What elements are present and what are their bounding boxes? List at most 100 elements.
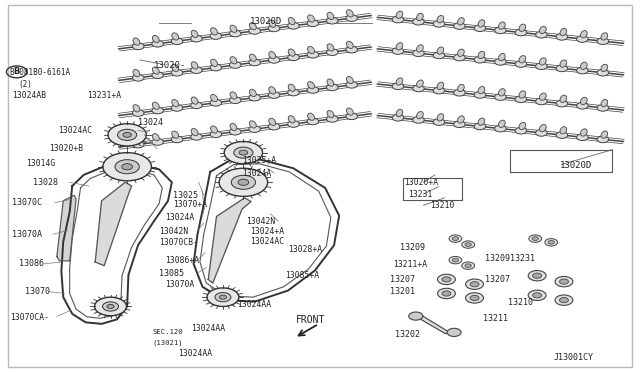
Circle shape bbox=[123, 132, 131, 137]
Ellipse shape bbox=[133, 105, 140, 112]
Ellipse shape bbox=[133, 70, 140, 77]
Circle shape bbox=[474, 123, 486, 130]
Ellipse shape bbox=[133, 38, 140, 45]
Circle shape bbox=[249, 28, 260, 34]
Circle shape bbox=[433, 87, 445, 94]
Ellipse shape bbox=[308, 113, 314, 121]
Circle shape bbox=[556, 100, 568, 107]
Circle shape bbox=[152, 41, 163, 47]
Circle shape bbox=[346, 81, 357, 88]
Circle shape bbox=[191, 134, 202, 140]
Text: (13021): (13021) bbox=[153, 339, 183, 346]
Text: 13024AB: 13024AB bbox=[12, 91, 46, 100]
Circle shape bbox=[470, 282, 479, 287]
Ellipse shape bbox=[560, 60, 566, 67]
Circle shape bbox=[413, 50, 424, 57]
Circle shape bbox=[268, 25, 280, 32]
Text: 13231+A: 13231+A bbox=[87, 91, 121, 100]
Circle shape bbox=[392, 16, 404, 23]
Ellipse shape bbox=[417, 13, 423, 20]
Circle shape bbox=[413, 116, 424, 123]
Circle shape bbox=[555, 276, 573, 287]
Text: 13231: 13231 bbox=[510, 254, 535, 263]
Circle shape bbox=[454, 23, 465, 29]
Circle shape bbox=[532, 293, 541, 298]
Text: 13231: 13231 bbox=[408, 190, 433, 199]
Circle shape bbox=[210, 64, 221, 71]
Circle shape bbox=[249, 94, 260, 101]
Ellipse shape bbox=[191, 62, 198, 69]
Circle shape bbox=[545, 238, 557, 246]
Ellipse shape bbox=[288, 17, 295, 25]
Circle shape bbox=[597, 136, 609, 143]
Ellipse shape bbox=[580, 31, 587, 38]
Ellipse shape bbox=[269, 20, 276, 27]
Ellipse shape bbox=[499, 89, 505, 96]
Text: 13020+B: 13020+B bbox=[49, 144, 83, 153]
Circle shape bbox=[249, 59, 260, 66]
Circle shape bbox=[172, 69, 183, 76]
Text: 13207: 13207 bbox=[484, 275, 510, 284]
Circle shape bbox=[268, 57, 280, 63]
Circle shape bbox=[577, 67, 588, 74]
Circle shape bbox=[474, 92, 486, 98]
Circle shape bbox=[559, 279, 568, 284]
Circle shape bbox=[152, 139, 163, 145]
Circle shape bbox=[454, 89, 465, 96]
Circle shape bbox=[495, 125, 506, 132]
Circle shape bbox=[326, 17, 338, 24]
Circle shape bbox=[132, 110, 144, 116]
Ellipse shape bbox=[478, 51, 484, 59]
Ellipse shape bbox=[458, 49, 464, 57]
Circle shape bbox=[118, 129, 137, 140]
Text: 13086: 13086 bbox=[19, 259, 44, 268]
Text: 13085: 13085 bbox=[159, 269, 184, 278]
Text: J13001CY: J13001CY bbox=[553, 353, 593, 362]
Text: FRONT: FRONT bbox=[296, 315, 325, 325]
Ellipse shape bbox=[172, 33, 179, 40]
Circle shape bbox=[556, 132, 568, 138]
Ellipse shape bbox=[519, 122, 525, 129]
Text: 13207: 13207 bbox=[390, 275, 415, 284]
Circle shape bbox=[307, 51, 319, 58]
Text: 13070CB-: 13070CB- bbox=[159, 238, 198, 247]
Ellipse shape bbox=[601, 99, 607, 107]
Circle shape bbox=[577, 134, 588, 141]
Circle shape bbox=[555, 295, 573, 305]
Circle shape bbox=[107, 304, 114, 308]
Ellipse shape bbox=[499, 120, 505, 128]
Circle shape bbox=[452, 258, 459, 262]
Circle shape bbox=[474, 56, 486, 63]
Circle shape bbox=[536, 31, 547, 38]
Ellipse shape bbox=[560, 126, 566, 134]
Ellipse shape bbox=[396, 43, 403, 50]
Circle shape bbox=[577, 102, 588, 109]
Ellipse shape bbox=[230, 57, 237, 64]
Ellipse shape bbox=[230, 92, 237, 99]
Circle shape bbox=[307, 87, 319, 93]
Ellipse shape bbox=[519, 55, 525, 63]
Circle shape bbox=[597, 38, 609, 45]
Text: 13070C: 13070C bbox=[12, 198, 42, 207]
Circle shape bbox=[462, 262, 474, 269]
Ellipse shape bbox=[499, 22, 505, 29]
Circle shape bbox=[234, 147, 253, 158]
Ellipse shape bbox=[172, 131, 179, 138]
Circle shape bbox=[532, 237, 538, 240]
Ellipse shape bbox=[499, 54, 505, 61]
Ellipse shape bbox=[269, 118, 276, 125]
Text: 13020D: 13020D bbox=[559, 161, 592, 170]
Ellipse shape bbox=[211, 94, 218, 102]
Ellipse shape bbox=[458, 17, 464, 25]
Circle shape bbox=[191, 67, 202, 73]
Text: 13210: 13210 bbox=[430, 201, 454, 210]
Circle shape bbox=[210, 33, 221, 39]
Ellipse shape bbox=[560, 28, 566, 36]
Circle shape bbox=[288, 22, 300, 29]
Text: B: B bbox=[13, 67, 20, 76]
Circle shape bbox=[438, 288, 456, 299]
Ellipse shape bbox=[417, 80, 423, 87]
Text: 13024: 13024 bbox=[138, 119, 163, 128]
Circle shape bbox=[495, 58, 506, 65]
Ellipse shape bbox=[327, 110, 334, 118]
